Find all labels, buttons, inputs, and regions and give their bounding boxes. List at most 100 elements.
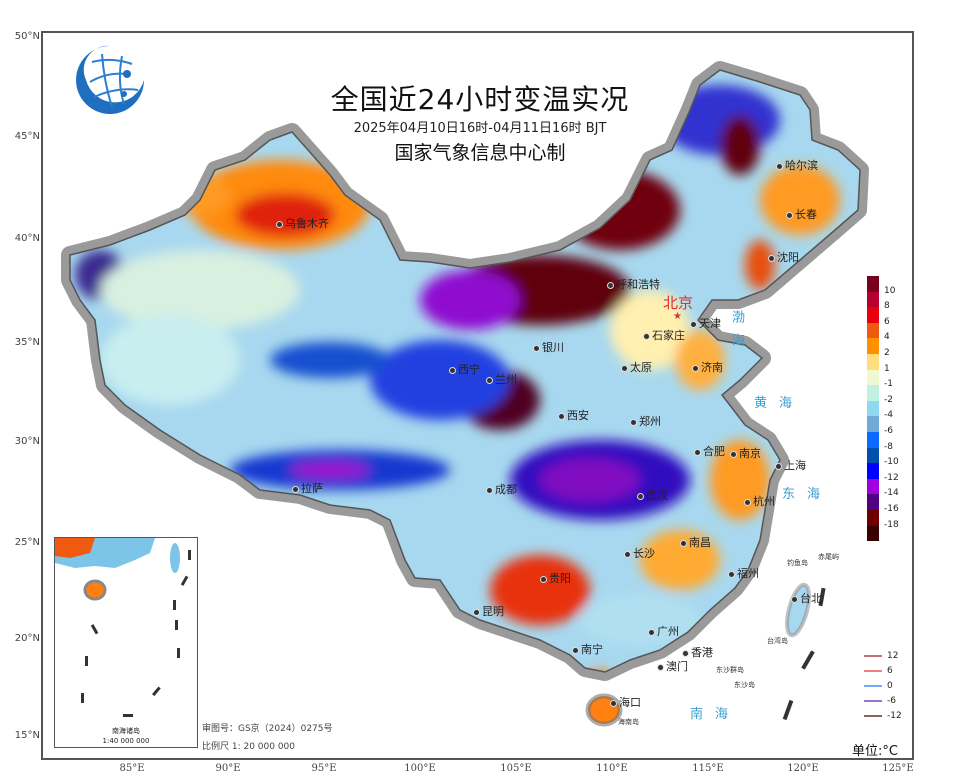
city-dot-icon [657,663,664,671]
latitude-tick: 30°N [14,436,40,447]
city-label: 澳门 [657,658,688,674]
city-dot-icon [621,364,628,372]
city-name: 贵阳 [549,572,571,585]
city-dot-icon [610,699,617,707]
longitude-tick: 90°E [215,763,241,774]
city-dot-icon [486,486,493,494]
colorbar-swatch [867,276,879,292]
city-name: 合肥 [703,445,725,458]
city-name: 石家庄 [652,329,685,342]
city-label: 呼和浩特 [607,276,660,292]
city-name: 长沙 [633,547,655,560]
colorbar-swatch [867,478,879,495]
city-dot-icon [292,485,299,493]
colorbar-swatch [867,509,879,526]
latitude-tick: 15°N [14,730,40,741]
contour-value: -6 [887,695,896,706]
city-dot-icon [768,254,775,262]
temperature-colorbar [867,276,879,542]
city-label: 南京 [730,445,761,461]
colorbar-swatch [867,416,879,432]
city-label: 乌鲁木齐 [276,215,329,231]
map-subtitle-time-range: 2025年04月10日16时-04月11日16时 BJT [353,121,607,136]
city-label: 合肥 [694,443,725,459]
city-label: 沈阳 [768,249,799,265]
city-name: 海口 [619,696,641,709]
city-name: 南京 [739,447,761,460]
colorbar-swatch [867,447,879,464]
colorbar-swatch [867,463,879,479]
city-label: 济南 [692,359,723,375]
city-dot-icon [786,211,793,219]
city-label: 长春 [786,206,817,222]
island-label: 钓鱼岛 [787,559,808,567]
city-label: 广州 [648,623,679,639]
longitude-tick: 95°E [311,763,337,774]
colorbar-swatch [867,525,879,542]
colorbar-tick: -4 [884,410,893,421]
city-label: 台北 [791,590,822,606]
colorbar-swatch [867,322,879,339]
city-name: 长春 [795,208,817,221]
map-scale: 比例尺 1: 20 000 000 [202,742,296,752]
contour-line-swatch [864,714,882,717]
city-name: 济南 [701,361,723,374]
island-label: 东沙岛 [734,681,755,689]
longitude-tick: 120°E [787,763,819,774]
city-dot-icon [540,575,547,583]
longitude-tick: 115°E [692,763,724,774]
contour-value: 12 [887,650,899,661]
colorbar-swatch [867,353,879,370]
city-dot-icon [680,539,687,547]
colorbar-tick: 8 [884,301,890,312]
contour-line-swatch [864,699,882,702]
contour-line-legend: 12 6 0 -6 -12 [864,648,902,723]
sea-label: 黄海 [754,396,805,411]
colorbar-tick: 2 [884,348,890,358]
contour-legend-row: -12 [864,708,902,723]
city-label: 南宁 [572,641,603,657]
city-name: 太原 [630,361,652,374]
city-name: 成都 [495,483,517,496]
colorbar-tick: -2 [884,394,893,405]
latitude-tick: 40°N [14,233,40,244]
longitude-tick: 125°E [882,763,914,774]
sea-label: 南海 [690,707,741,722]
island-label: 海南岛 [618,718,639,726]
inset-title: 南海诸岛 [112,727,140,735]
city-dot-icon [558,412,565,420]
city-label: 贵阳 [540,570,571,586]
city-label: 成都 [486,481,517,497]
contour-line-swatch [864,684,882,687]
city-label: 香港 [682,644,713,660]
contour-value: 6 [887,665,893,676]
city-label: 哈尔滨 [776,157,818,173]
latitude-tick: 45°N [14,131,40,142]
unit-label: 单位:°C [852,744,898,759]
map-producer: 国家气象信息中心制 [394,142,566,164]
city-name: 台北 [800,592,822,605]
city-label: 杭州 [744,493,775,509]
contour-value: -12 [887,710,902,721]
city-label: 兰州 [486,371,517,387]
colorbar-tick: 4 [884,332,890,343]
city-name: 南昌 [689,536,711,549]
island-label: 赤尾屿 [818,553,839,561]
city-name: 香港 [691,646,713,659]
city-label: 银川 [533,339,564,355]
colorbar-swatch [867,400,879,417]
longitude-tick: 105°E [500,763,532,774]
island-label: 台湾岛 [767,637,788,645]
inset-scale: 1:40 000 000 [102,737,150,745]
longitude-tick: 85°E [119,763,145,774]
city-name: 银川 [542,341,564,354]
colorbar-swatch [867,385,879,401]
colorbar-tick: 6 [884,316,890,327]
sea-label: 渤海 [729,310,744,356]
city-dot-icon [694,448,701,456]
city-dot-icon [643,332,650,340]
city-name: 武汉 [646,489,668,502]
colorbar-tick: -16 [884,504,899,514]
longitude-tick: 100°E [404,763,436,774]
colorbar-tick: -14 [884,488,899,499]
